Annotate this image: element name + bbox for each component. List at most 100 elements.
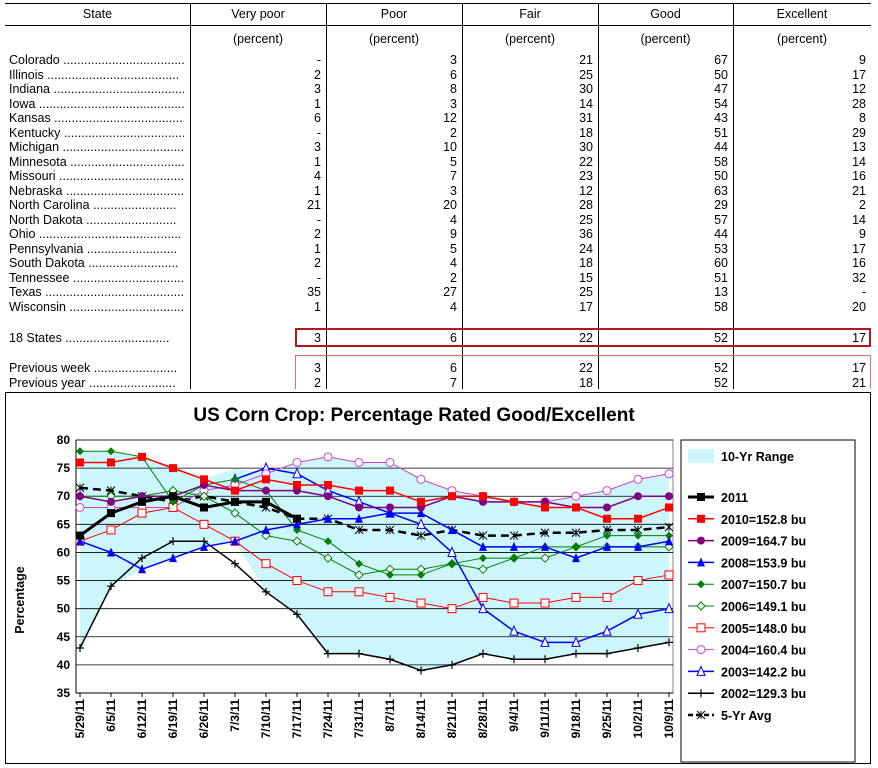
table-cell: 2: [314, 67, 321, 82]
series-line: [79, 540, 670, 672]
data-point: [571, 636, 581, 647]
data-point: [106, 525, 116, 535]
data-point: [355, 649, 363, 658]
table-cell: -: [316, 125, 321, 140]
data-point: [697, 536, 705, 545]
state-name: Kansas .................................…: [9, 111, 184, 125]
data-point: [572, 503, 580, 512]
table-cell: 17: [852, 67, 866, 82]
data-point: [416, 474, 426, 484]
x-tick-label: 10/2/11: [631, 699, 645, 739]
data-point: [697, 580, 705, 589]
data-point: [634, 514, 642, 523]
table-cell: 3: [314, 361, 321, 375]
y-tick-label: 65: [57, 517, 71, 531]
table-cell: 52: [714, 375, 728, 390]
table-cell: 9: [859, 227, 866, 241]
data-point: [664, 522, 674, 532]
data-point: [138, 554, 146, 563]
table-cell: 10: [443, 140, 457, 154]
series-line: [79, 484, 669, 509]
state-name: Colorado ...............................…: [9, 53, 184, 67]
state-name: North Carolina ........................: [9, 198, 177, 212]
state-name: Kentucky ...............................…: [9, 125, 184, 140]
x-tick-label: 6/19/11: [166, 699, 180, 739]
data-point: [479, 649, 487, 658]
legend-label: 2006=149.1 bu: [721, 600, 806, 614]
x-tick-label: 9/4/11: [507, 699, 521, 732]
data-point: [75, 502, 85, 512]
table-cell: 5: [450, 154, 457, 169]
table-cell: 6: [314, 111, 321, 125]
data-point: [510, 541, 518, 551]
table-cell: 21: [579, 53, 593, 67]
data-point: [665, 531, 673, 540]
table-cell: 15: [579, 270, 593, 285]
chart-legend: 10-Yr Range 2011 2010=152.8 bu 2009=164.7 b…: [680, 439, 856, 763]
data-point: [602, 592, 612, 602]
data-point: [509, 624, 519, 636]
data-point: [200, 541, 208, 551]
y-tick-label: 50: [57, 602, 71, 616]
table-cell: 18: [579, 375, 593, 390]
table-cell: 17: [852, 361, 866, 375]
data-point: [138, 452, 146, 461]
legend-item: 2004=160.4 bu: [688, 644, 806, 658]
table-cell: 47: [714, 82, 728, 96]
table-cell: 14: [852, 212, 866, 227]
table-cell: 3: [450, 53, 457, 67]
data-point: [447, 604, 457, 614]
data-point: [603, 649, 611, 658]
data-point: [262, 524, 270, 534]
table-cell: 22: [579, 331, 593, 345]
table-cell: 63: [714, 183, 728, 198]
table-cell: 60: [714, 256, 728, 270]
data-point: [107, 458, 115, 467]
table-cell: 2: [314, 227, 321, 241]
data-point: [323, 587, 333, 597]
series-6: [75, 502, 674, 614]
table-cell: 16: [852, 256, 866, 270]
data-point: [479, 554, 487, 563]
table-row: Michigan ...............................…: [5, 140, 871, 154]
x-tick-label: 9/18/11: [569, 699, 583, 739]
data-point: [540, 636, 550, 647]
data-point: [448, 492, 456, 501]
data-point: [448, 524, 456, 534]
header-good: Good: [650, 7, 681, 21]
chart-canvas: US Corn Crop: Percentage Rated Good/Exce…: [13, 405, 856, 763]
data-point: [696, 645, 706, 655]
table-header-rule: [5, 25, 871, 26]
data-point: [510, 554, 518, 563]
legend-item: 2002=129.3 bu: [688, 687, 806, 701]
table-cell: 4: [450, 212, 457, 227]
table-cell: 44: [714, 140, 728, 154]
data-point: [137, 508, 147, 518]
table-cell: 22: [579, 154, 593, 169]
table-row: Kentucky ...............................…: [5, 126, 871, 140]
data-point: [107, 447, 115, 456]
table-cell: 51: [714, 125, 728, 140]
x-tick-label: 6/26/11: [197, 699, 211, 739]
legend-item: 2011: [688, 491, 748, 505]
table-cell: 7: [450, 169, 457, 183]
data-point: [603, 503, 611, 512]
data-point: [510, 497, 518, 506]
data-point: [541, 541, 549, 551]
data-point: [76, 531, 84, 540]
data-point: [231, 536, 239, 546]
state-name: Previous week ........................: [9, 361, 178, 375]
data-point: [478, 592, 488, 602]
legend-item: 2003=142.2 bu: [688, 665, 806, 679]
data-point: [354, 587, 364, 597]
data-point: [324, 513, 332, 523]
data-point: [509, 531, 519, 540]
x-tick-label: 7/17/11: [290, 699, 304, 739]
legend-item: 2007=150.7 bu: [688, 578, 806, 592]
series-line: [79, 494, 298, 537]
table-cell: 17: [579, 299, 593, 314]
header-fair: Fair: [519, 7, 541, 21]
data-point: [169, 553, 177, 563]
table-cell: 24: [579, 241, 593, 256]
table-cell: 2: [450, 125, 457, 140]
